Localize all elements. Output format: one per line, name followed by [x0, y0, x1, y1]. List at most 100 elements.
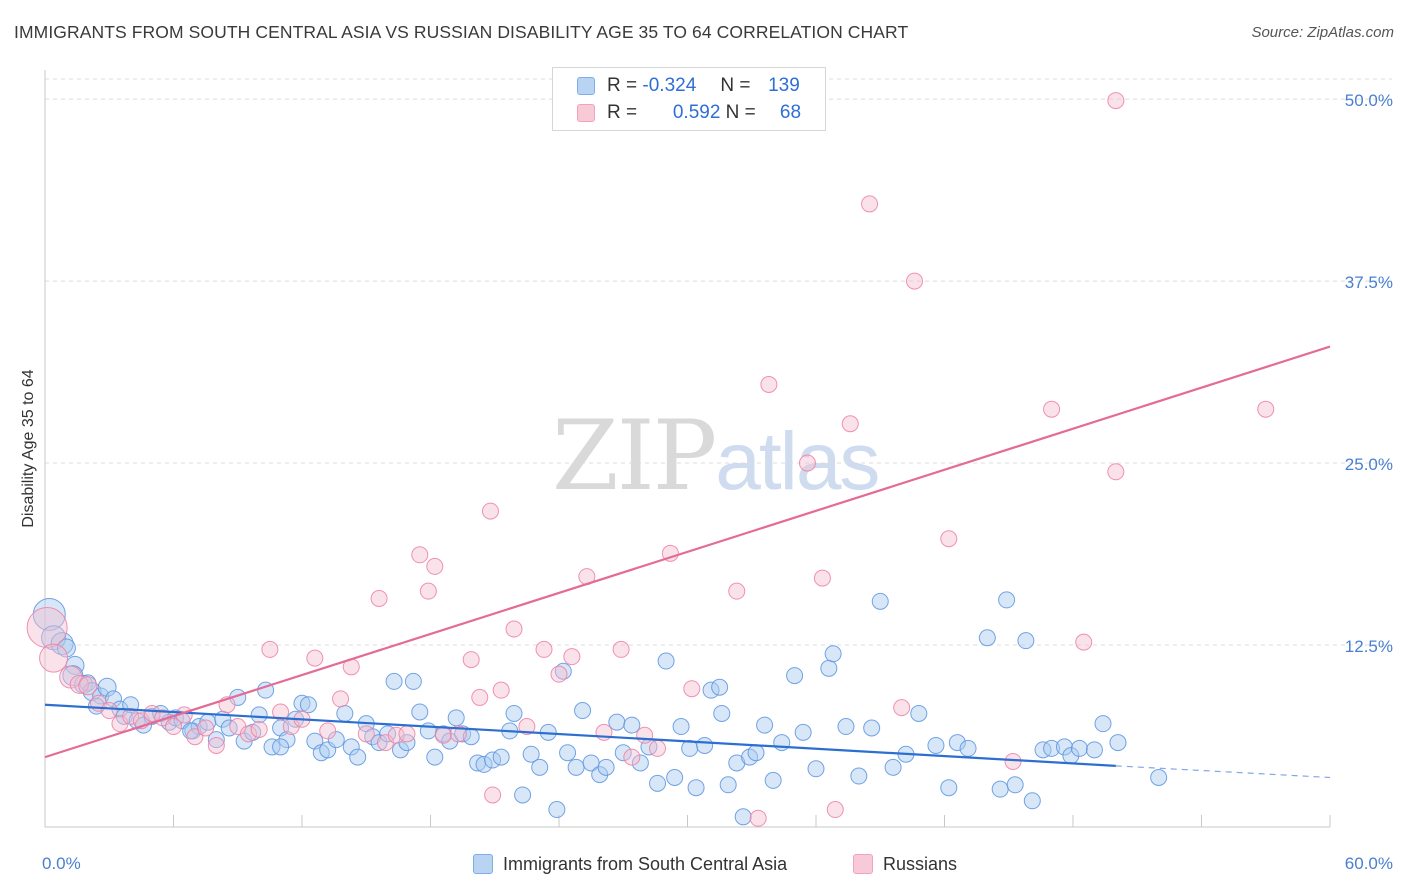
- russians-point: [462, 651, 480, 669]
- immigrants-point: [404, 672, 422, 690]
- russians-point: [940, 530, 958, 548]
- russians-point: [449, 725, 467, 743]
- russians-point: [760, 375, 778, 393]
- immigrants-point: [713, 704, 731, 722]
- russians-point: [370, 589, 388, 607]
- immigrants-point: [978, 629, 996, 647]
- russians-point: [728, 582, 746, 600]
- bottom-legend-label: Immigrants from South Central Asia: [503, 853, 788, 874]
- russians-point: [563, 648, 581, 666]
- legend-r-label: R =: [607, 75, 638, 96]
- grid-lines: [45, 78, 1392, 646]
- immigrants-point: [1006, 776, 1024, 794]
- legend-n-value: 139: [768, 75, 800, 96]
- x-tick-label: 60.0%: [1345, 854, 1393, 873]
- russians-point: [906, 272, 924, 290]
- bottom-legend-swatch-russians: [853, 854, 873, 874]
- bottom-legend-swatch-immigrants: [473, 854, 493, 874]
- immigrants-point: [608, 713, 626, 731]
- russians-point: [419, 582, 437, 600]
- russians-point: [861, 195, 879, 213]
- y-tick-label: 25.0%: [1345, 455, 1393, 474]
- immigrants-trend-extension: [1115, 765, 1331, 779]
- immigrants-point: [50, 632, 74, 656]
- immigrants-point: [998, 591, 1016, 609]
- bottom-legend-immigrants: Immigrants from South Central Asia: [473, 851, 787, 877]
- chart-title: IMMIGRANTS FROM SOUTH CENTRAL ASIA VS RU…: [14, 22, 909, 42]
- immigrants-point: [649, 774, 667, 792]
- russians-point: [39, 643, 69, 673]
- immigrants-point: [807, 760, 825, 778]
- russians-point: [122, 707, 140, 725]
- immigrants-point: [327, 731, 345, 749]
- immigrants-point: [514, 786, 532, 804]
- immigrants-point: [687, 779, 705, 797]
- russians-point: [319, 722, 337, 740]
- russians-point: [1107, 463, 1125, 481]
- y-tick-label: 12.5%: [1345, 637, 1393, 656]
- immigrants-point: [559, 744, 577, 762]
- russians-point: [471, 688, 489, 706]
- immigrants-point: [623, 716, 641, 734]
- russians-point: [1257, 400, 1275, 418]
- russians-point: [1075, 633, 1093, 651]
- russians-point: [261, 640, 279, 658]
- immigrants-point: [411, 703, 429, 721]
- russians-point: [306, 649, 324, 667]
- trend-lines: [44, 345, 1331, 779]
- series-russians-points: [26, 92, 1275, 827]
- immigrants-point: [1034, 741, 1052, 759]
- source-label: Source: ZipAtlas.com: [1251, 24, 1394, 41]
- russians-point: [143, 704, 161, 722]
- immigrants-point: [597, 758, 615, 776]
- russians-point: [535, 640, 553, 658]
- immigrants-point: [1043, 739, 1061, 757]
- russians-point: [518, 718, 536, 736]
- immigrants-point: [666, 769, 684, 787]
- russians-point: [1107, 92, 1125, 110]
- immigrants-point: [719, 776, 737, 794]
- immigrants-point: [1023, 792, 1041, 810]
- legend-row-russians: R = 0.592 N = 68: [577, 100, 801, 126]
- immigrants-point: [505, 704, 523, 722]
- russians-point: [272, 703, 290, 721]
- russians-point: [683, 680, 701, 698]
- immigrants-point: [492, 748, 510, 766]
- y-tick-label: 50.0%: [1345, 91, 1393, 110]
- russians-point: [550, 665, 568, 683]
- y-axis-title: Disability Age 35 to 64: [20, 369, 37, 527]
- immigrants-point: [1109, 734, 1127, 752]
- legend-swatch-immigrants: [577, 77, 595, 95]
- russians-point: [239, 725, 257, 743]
- russians-point: [623, 748, 641, 766]
- immigrants-point: [190, 718, 208, 736]
- legend-swatch-russians: [577, 104, 595, 122]
- immigrants-point: [991, 780, 1009, 798]
- immigrants-point: [850, 767, 868, 785]
- immigrants-point: [263, 738, 281, 756]
- bottom-legend-russians: Russians: [853, 851, 957, 877]
- immigrants-point: [278, 731, 296, 749]
- russians-point: [387, 726, 405, 744]
- russians-point: [749, 809, 767, 827]
- immigrants-point: [1085, 741, 1103, 759]
- legend-n-label: N =: [725, 102, 756, 123]
- russians-point: [826, 801, 844, 819]
- immigrants-point: [349, 748, 367, 766]
- immigrants-point: [747, 744, 765, 762]
- russians-point: [332, 690, 350, 708]
- legend-r-value: -0.324: [642, 75, 697, 96]
- immigrants-point: [711, 678, 729, 696]
- russians-trend-line: [44, 345, 1331, 759]
- immigrants-point: [591, 766, 609, 784]
- russians-point: [1004, 752, 1022, 770]
- immigrants-point: [441, 732, 459, 750]
- russians-point: [893, 699, 911, 717]
- legend-n-value: 68: [779, 102, 802, 123]
- russians-point: [78, 676, 98, 696]
- legend-n-label: N =: [720, 75, 751, 96]
- immigrants-point: [299, 696, 317, 714]
- immigrants-point: [959, 739, 977, 757]
- immigrants-point: [794, 723, 812, 741]
